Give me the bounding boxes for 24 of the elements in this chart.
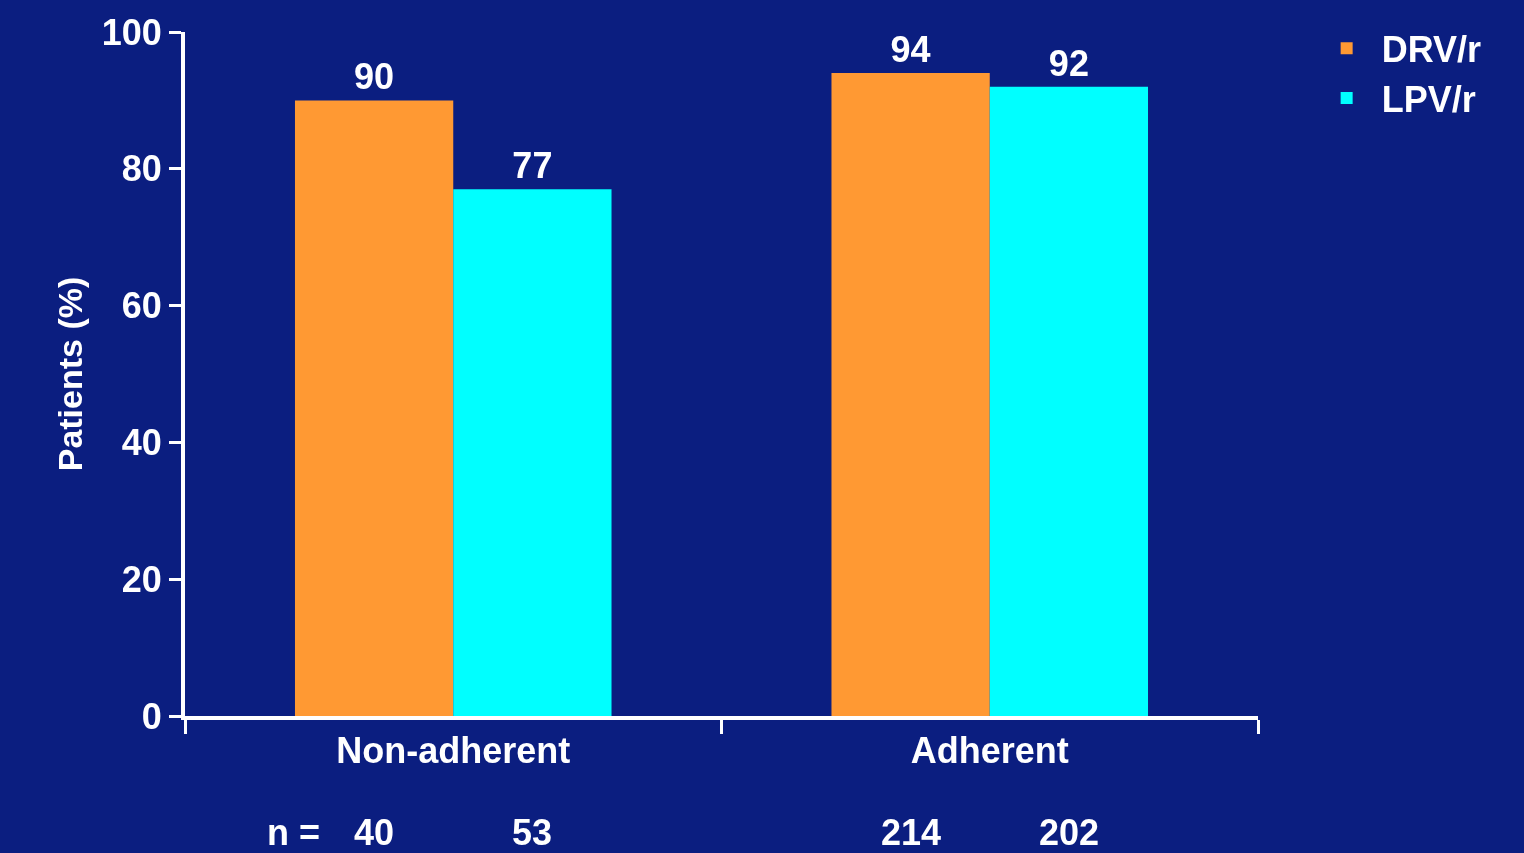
text: 40: [354, 812, 395, 853]
bar: [831, 73, 990, 716]
y-tick-label: 80: [121, 148, 162, 190]
y-tick-label: 60: [121, 285, 162, 327]
legend-label: LPV/r: [1381, 79, 1476, 121]
text: 214: [881, 812, 942, 853]
text: n =: [267, 812, 321, 853]
x-tick-label: Adherent: [910, 730, 1069, 772]
y-tick-label: 20: [121, 558, 162, 600]
data-label: 92: [1048, 42, 1089, 84]
y-axis-title: Patients (%): [50, 276, 89, 472]
data-label: 94: [890, 29, 931, 71]
legend-label: DRV/r: [1381, 29, 1482, 71]
y-tick-label: 100: [101, 11, 162, 53]
data-label: 77: [512, 145, 553, 187]
y-tick-label: 40: [121, 422, 162, 463]
text: 202: [1039, 812, 1100, 853]
x-tick-label: Non-adherent: [336, 730, 571, 772]
bar: [294, 100, 454, 716]
bar: [989, 86, 1149, 716]
data-label: 90: [354, 56, 395, 98]
bar: [453, 189, 612, 716]
text: 53: [512, 812, 553, 853]
y-tick-label: 0: [141, 695, 162, 737]
